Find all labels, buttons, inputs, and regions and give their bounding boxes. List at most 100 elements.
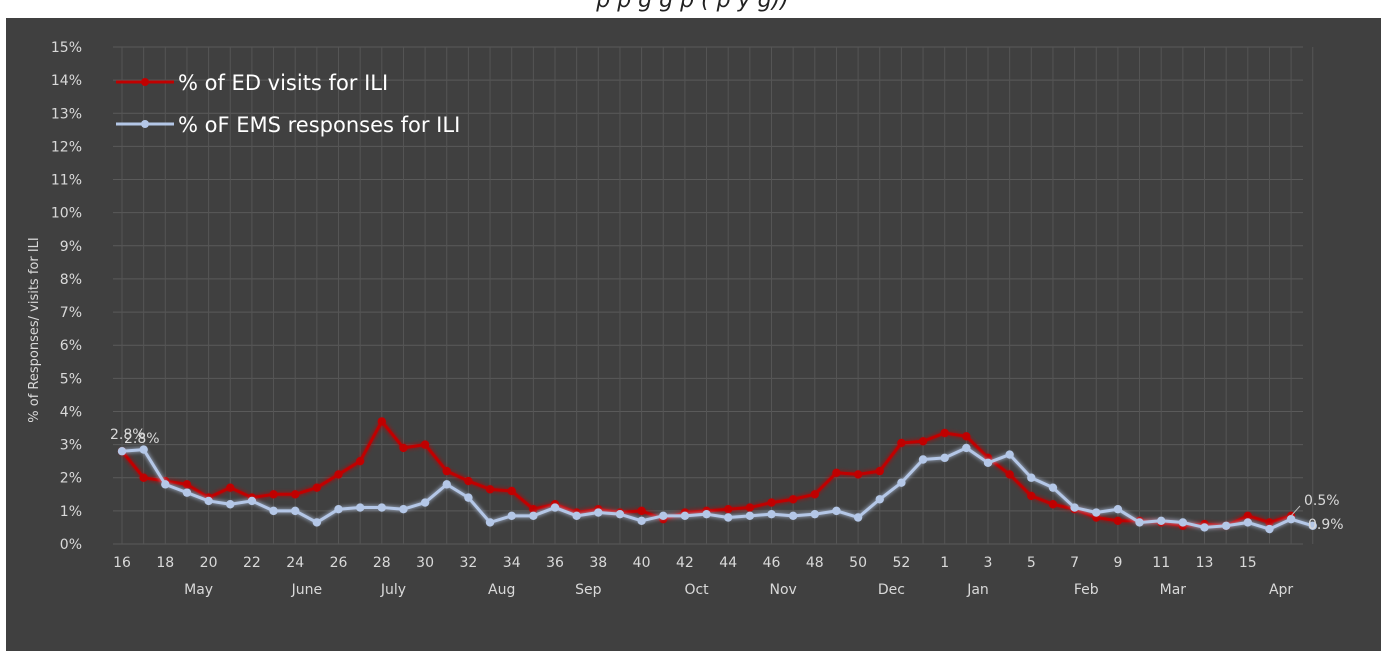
data-point-ems-responses <box>420 498 430 507</box>
y-tick-label: 3% <box>60 438 82 454</box>
data-point-ed-visits <box>312 483 322 492</box>
x-tick-label: 24 <box>286 555 304 571</box>
data-point-ems-responses <box>464 493 473 502</box>
data-point-ems-responses <box>832 506 841 516</box>
x-tick-label: 48 <box>806 555 824 571</box>
data-point-ems-responses <box>724 513 733 522</box>
end-label-leader <box>1290 505 1301 517</box>
data-point-ems-responses <box>1157 516 1166 526</box>
x-tick-label: 22 <box>243 555 261 571</box>
data-point-ems-responses <box>161 480 170 489</box>
x-tick-label: 40 <box>633 555 651 571</box>
figure-caption: p p g g p ( p y g)) <box>596 0 789 13</box>
y-tick-label: 4% <box>60 404 82 420</box>
data-point-ems-responses <box>767 509 776 519</box>
data-point-ems-responses <box>615 509 625 519</box>
data-point-ed-visits <box>724 505 733 514</box>
data-point-ems-responses <box>853 513 863 522</box>
data-point-ed-visits <box>832 468 841 477</box>
series-line-ems-responses <box>121 446 1314 531</box>
legend-label-ems: % oF EMS responses for ILI <box>178 113 460 137</box>
legend-item-ed: % of ED visits for ILI <box>116 71 388 95</box>
data-point-ed-visits <box>485 485 495 494</box>
data-point-ed-visits <box>745 503 755 512</box>
data-point-ed-visits <box>507 486 516 496</box>
data-point-ems-responses <box>355 503 365 512</box>
data-point-ed-visits <box>139 473 148 482</box>
data-point-ed-visits <box>269 490 278 499</box>
data-point-ems-responses <box>637 516 646 526</box>
data-point-ems-responses <box>291 506 300 516</box>
data-point-ed-visits <box>810 490 819 499</box>
x-month-label: Aug <box>488 582 515 598</box>
data-point-ems-responses <box>680 511 690 521</box>
x-month-label: Apr <box>1269 582 1293 598</box>
data-point-ems-responses <box>529 511 538 521</box>
data-point-ems-responses <box>962 443 971 453</box>
y-tick-label: 8% <box>60 272 82 288</box>
data-point-ed-visits <box>529 505 538 514</box>
data-point-ems-responses <box>247 496 257 506</box>
x-tick-label: 16 <box>113 555 131 571</box>
data-point-ed-visits <box>377 417 386 426</box>
x-tick-label: 13 <box>1196 555 1214 571</box>
x-month-label: July <box>380 582 406 598</box>
data-point-ed-visits <box>1048 500 1058 509</box>
data-point-ems-responses <box>788 511 798 521</box>
data-point-ems-responses <box>550 503 560 512</box>
x-tick-label: 32 <box>459 555 477 571</box>
y-axis-title: % of Responses/ visits for ILI <box>27 237 42 422</box>
data-point-ems-responses <box>1135 518 1144 527</box>
x-month-label: May <box>184 582 213 598</box>
y-tick-label: 0% <box>60 537 82 553</box>
data-point-ems-responses <box>182 488 192 497</box>
x-month-label: Sep <box>575 582 602 598</box>
data-point-ed-visits <box>918 437 928 446</box>
data-point-ems-responses <box>1048 483 1058 492</box>
x-tick-label: 52 <box>892 555 910 571</box>
data-point-ed-visits <box>182 480 192 489</box>
data-point-ems-responses <box>1308 521 1317 530</box>
x-tick-label: 30 <box>416 555 434 571</box>
series-lines <box>117 417 1317 534</box>
y-tick-label: 10% <box>51 206 82 222</box>
x-month-label: Feb <box>1074 582 1099 598</box>
data-point-ed-visits <box>1113 516 1123 526</box>
x-tick-label: 26 <box>330 555 348 571</box>
data-point-ed-visits <box>897 438 906 448</box>
x-tick-label: 28 <box>373 555 391 571</box>
x-tick-label: 3 <box>984 555 993 571</box>
x-tick-label: 34 <box>503 555 521 571</box>
x-tick-label: 1 <box>940 555 949 571</box>
data-point-ed-visits <box>962 432 971 441</box>
y-tick-label: 1% <box>60 504 82 520</box>
data-point-ems-responses <box>507 511 516 521</box>
data-point-ed-visits <box>1265 518 1274 527</box>
x-tick-label: 20 <box>200 555 218 571</box>
data-point-ed-visits <box>464 476 473 486</box>
data-point-ems-responses <box>1070 503 1079 512</box>
data-point-ems-responses <box>204 496 213 506</box>
data-point-ed-visits <box>940 428 949 438</box>
data-point-ems-responses <box>1265 524 1274 534</box>
data-point-ems-responses <box>485 518 495 527</box>
data-point-ems-responses <box>810 509 819 519</box>
x-tick-label: 38 <box>589 555 607 571</box>
data-point-ed-visits <box>399 443 408 453</box>
y-tick-label: 11% <box>51 173 82 189</box>
data-point-ems-responses <box>940 453 949 463</box>
data-point-ed-visits <box>442 466 451 476</box>
data-point-ed-visits <box>1243 511 1253 521</box>
x-tick-label: 5 <box>1027 555 1036 571</box>
x-tick-label: 15 <box>1239 555 1257 571</box>
x-axis: 16 18 20 22 24 26 28 30 32 34 36 38 40 42 44 46 48 50 52 1 3… <box>113 555 1293 598</box>
data-point-ed-visits <box>420 440 430 449</box>
x-tick-label: 7 <box>1070 555 1079 571</box>
legend: % of ED visits for ILI % oF EMS response… <box>116 71 460 137</box>
chart-panel: 0% 1% 2% 3% 4% 5% 6% 7% 8% 9% 10% 11% 12% 13% 14% 15% 1… <box>6 18 1381 651</box>
x-month-label: Dec <box>878 582 905 598</box>
x-tick-label: 18 <box>156 555 174 571</box>
data-point-ed-visits <box>1005 470 1014 479</box>
data-point-ems-responses <box>594 508 603 517</box>
y-tick-label: 5% <box>60 371 82 387</box>
